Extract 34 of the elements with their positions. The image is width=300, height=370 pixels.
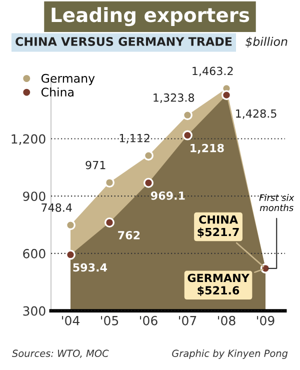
point	[182, 110, 192, 120]
legend-label: Germany	[41, 74, 95, 86]
y-tick-label: 900	[23, 192, 46, 202]
x-tick-label: '09	[257, 316, 274, 326]
data-label: GERMANY $521.6	[188, 274, 250, 296]
y-tick-label: 1,200	[12, 134, 46, 145]
x-tick-label: '05	[101, 316, 118, 326]
x-tick-label: '07	[179, 316, 196, 326]
point	[144, 150, 154, 161]
chart-subtitle: CHINA VERSUS GERMANY TRADE	[16, 37, 232, 46]
x-tick-label: '06	[140, 316, 158, 326]
data-label: 1,112	[120, 134, 150, 144]
y-tick-label: 600	[23, 248, 46, 258]
data-label: 593.4	[73, 263, 108, 272]
annotation: First six months	[259, 194, 294, 212]
point	[104, 178, 114, 188]
data-label: 1,323.8	[154, 93, 194, 103]
data-label: 969.1	[150, 191, 185, 200]
x-tick-label: '04	[62, 316, 80, 326]
point	[66, 220, 76, 230]
legend-label: China	[41, 87, 74, 97]
data-label: 971	[86, 160, 106, 170]
y-tick-label: 300	[23, 306, 46, 316]
data-label: 1,218	[190, 144, 224, 154]
y-axis-title: $billion	[246, 36, 288, 48]
chart-title: Leading exporters	[52, 7, 250, 26]
x-tick-label: '08	[218, 316, 236, 326]
source-note: Sources: WTO, MOC	[12, 350, 109, 358]
data-label: 748.4	[42, 203, 72, 212]
data-label: CHINA $521.7	[198, 215, 239, 238]
data-label: 1,428.5	[236, 109, 276, 119]
data-label: 1,463.2	[192, 66, 233, 76]
data-label: 762	[118, 231, 140, 240]
text: Graphic by Kinyen Pong	[172, 349, 288, 359]
